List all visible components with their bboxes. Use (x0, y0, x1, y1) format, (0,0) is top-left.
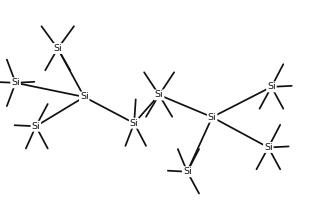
Text: Si: Si (208, 113, 217, 122)
Text: Si: Si (267, 82, 276, 91)
Text: Si: Si (130, 119, 139, 128)
Text: Si: Si (183, 167, 192, 176)
Text: Si: Si (264, 143, 273, 152)
Text: Si: Si (11, 78, 20, 87)
Text: Si: Si (80, 93, 89, 101)
Text: Si: Si (53, 44, 62, 53)
Text: Si: Si (32, 122, 40, 131)
Text: Si: Si (155, 90, 163, 99)
